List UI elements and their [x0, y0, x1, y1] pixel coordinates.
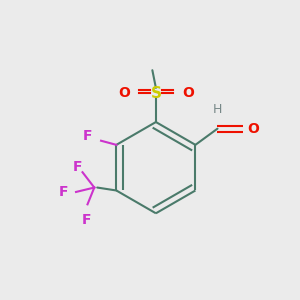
Text: O: O [118, 86, 130, 100]
Text: H: H [213, 103, 222, 116]
Text: F: F [73, 160, 82, 174]
Text: F: F [83, 129, 92, 143]
Text: O: O [182, 86, 194, 100]
Text: F: F [58, 185, 68, 199]
Text: O: O [247, 122, 259, 136]
Text: S: S [150, 86, 161, 101]
Text: F: F [81, 213, 91, 227]
